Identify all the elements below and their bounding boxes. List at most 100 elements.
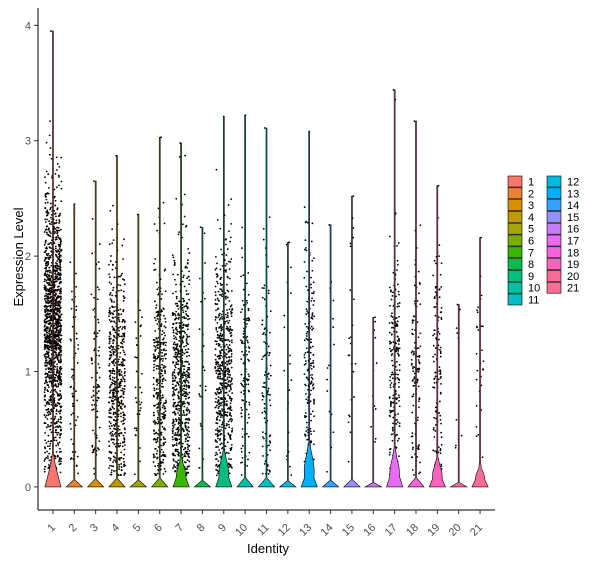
data-point — [247, 435, 250, 438]
data-point — [310, 338, 312, 341]
data-point — [77, 344, 80, 346]
data-point — [123, 388, 126, 390]
data-point — [187, 372, 190, 375]
data-point — [438, 255, 440, 258]
violin-19 — [428, 185, 446, 488]
data-point — [263, 417, 266, 420]
data-point — [419, 283, 421, 285]
data-point — [156, 472, 159, 475]
data-point — [438, 400, 441, 403]
data-point — [123, 390, 125, 393]
data-point — [225, 386, 228, 389]
data-point — [162, 341, 165, 344]
data-point — [269, 310, 272, 313]
data-point — [178, 345, 181, 348]
data-point — [241, 444, 244, 447]
data-point — [162, 436, 165, 439]
data-point — [411, 411, 414, 414]
data-point — [69, 422, 72, 425]
data-point — [154, 447, 157, 450]
data-point — [395, 446, 398, 449]
data-point — [187, 275, 190, 278]
data-point — [153, 387, 156, 390]
data-point — [186, 407, 189, 409]
data-point — [46, 247, 48, 250]
data-point — [203, 297, 206, 300]
data-point — [230, 409, 233, 412]
data-point — [121, 272, 123, 275]
data-point — [58, 258, 61, 261]
data-point — [155, 452, 158, 455]
data-point — [112, 334, 115, 337]
data-point — [53, 334, 56, 337]
data-point — [160, 448, 163, 451]
jitter-points — [43, 30, 485, 477]
data-point — [221, 253, 224, 256]
data-point — [310, 362, 313, 365]
data-point — [175, 345, 178, 348]
data-point — [310, 376, 313, 379]
data-point — [174, 418, 177, 421]
data-point — [92, 394, 95, 397]
data-point — [108, 391, 111, 394]
data-point — [44, 196, 47, 198]
data-point — [54, 265, 57, 268]
data-point — [184, 380, 186, 383]
data-point — [214, 268, 217, 271]
data-point — [185, 384, 188, 386]
data-point — [263, 381, 266, 384]
data-point — [440, 465, 443, 467]
data-point — [123, 422, 125, 425]
data-point — [48, 246, 51, 248]
data-point — [224, 297, 227, 300]
data-point — [50, 325, 53, 328]
data-point — [477, 433, 480, 436]
legend-key-16 — [546, 222, 562, 235]
data-point — [228, 319, 231, 322]
data-point — [480, 325, 483, 328]
data-point — [456, 332, 459, 334]
data-point — [411, 432, 414, 435]
data-point — [216, 441, 218, 443]
data-point — [55, 156, 58, 159]
data-point — [46, 233, 49, 236]
data-point — [348, 337, 351, 340]
data-point — [152, 438, 155, 441]
data-point — [432, 344, 435, 347]
data-point — [112, 367, 114, 370]
data-point — [45, 414, 48, 417]
data-point — [44, 324, 46, 327]
data-point — [228, 344, 231, 346]
data-point — [174, 343, 177, 346]
data-point — [57, 369, 59, 372]
data-point — [155, 473, 157, 476]
data-point — [476, 311, 479, 314]
data-point — [133, 427, 136, 430]
data-point — [349, 242, 352, 245]
data-point — [178, 155, 181, 158]
data-point — [93, 467, 96, 470]
data-point — [122, 392, 125, 395]
data-point — [70, 307, 73, 310]
data-point — [171, 383, 174, 386]
data-point — [225, 243, 227, 246]
data-point — [173, 278, 176, 281]
data-point — [174, 470, 176, 473]
data-point — [230, 458, 232, 461]
data-point — [230, 380, 233, 382]
data-point — [230, 223, 233, 225]
data-point — [156, 450, 159, 452]
data-point — [50, 344, 53, 347]
data-point — [60, 297, 62, 299]
data-point — [47, 173, 50, 176]
violin-13 — [300, 131, 318, 488]
data-point — [153, 300, 156, 303]
data-point — [459, 308, 461, 311]
data-point — [112, 413, 115, 416]
data-point — [230, 258, 233, 260]
data-point — [57, 340, 60, 342]
data-point — [43, 459, 46, 462]
data-point — [215, 418, 218, 421]
data-point — [218, 318, 221, 321]
data-point — [204, 262, 206, 264]
